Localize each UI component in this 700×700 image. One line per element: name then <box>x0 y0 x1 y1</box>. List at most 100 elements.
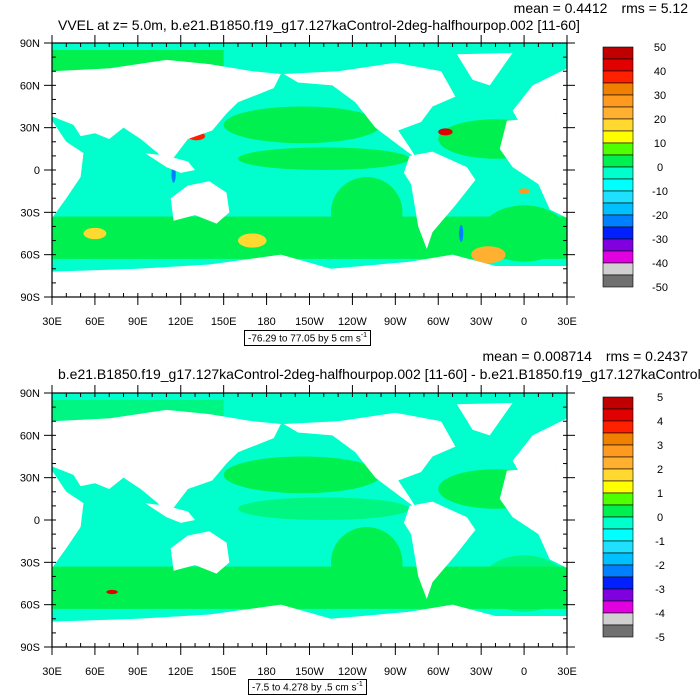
lon-label: 150E <box>211 666 237 678</box>
plot-title: VVEL at z= 5.0m, b.e21.B1850.f19_g17.127… <box>58 17 580 33</box>
colorbar-swatch <box>602 492 634 506</box>
colorbar-swatch <box>602 118 634 132</box>
unit-exponent: -1 <box>360 332 368 339</box>
colorbar-label: 5 <box>657 392 663 404</box>
colorbar-swatch <box>602 262 634 276</box>
colorbar-label: -20 <box>652 210 668 222</box>
colorbar-swatch <box>602 420 634 434</box>
velocity-hotspot <box>83 227 107 240</box>
colorbar-label: -3 <box>655 584 665 596</box>
colorbar-label: 0 <box>657 162 663 174</box>
velocity-hotspot <box>471 246 506 264</box>
lon-label: 30E <box>557 316 577 328</box>
positive-region <box>52 566 567 609</box>
colorbar-swatch <box>602 202 634 216</box>
colorbar-label: -1 <box>655 536 665 548</box>
land-africaR <box>499 116 567 218</box>
lat-label: 30N <box>20 473 40 485</box>
colorbar-swatch <box>602 214 634 228</box>
land-europe <box>512 418 567 471</box>
colorbar-swatch <box>602 82 634 96</box>
positive-region <box>481 555 567 612</box>
colorbar-swatch <box>602 516 634 530</box>
colorbar-swatch <box>602 612 634 626</box>
stats-line: mean = 0.4412 rms = 5.12 <box>514 0 688 16</box>
contour-info: -7.5 to 4.278 by .5 cm s-1 <box>248 679 367 696</box>
lat-label: 90S <box>20 292 40 304</box>
lon-label: 30E <box>42 666 62 678</box>
colorbar-label: -40 <box>652 258 668 270</box>
velocity-hotspot <box>458 225 464 242</box>
lon-label: 60E <box>85 316 105 328</box>
lon-label: 0 <box>521 666 527 678</box>
lon-label: 30E <box>557 666 577 678</box>
land-greenland <box>456 402 513 436</box>
land-samerica <box>403 151 476 250</box>
positive-region <box>330 177 403 248</box>
map-0 <box>52 43 567 297</box>
lon-label: 30E <box>42 316 62 328</box>
colorbar-label: 40 <box>654 66 666 78</box>
colorbar-label: 30 <box>654 90 666 102</box>
positive-region <box>223 456 382 494</box>
colorbar-swatch <box>602 564 634 578</box>
colorbar-swatch <box>602 154 634 168</box>
land-asia <box>52 409 281 518</box>
land-namerica <box>283 412 456 509</box>
stats-line: mean = 0.008714 rms = 0.2437 <box>483 348 688 364</box>
mean-value: mean = 0.008714 <box>482 348 592 364</box>
colorbar-swatch <box>602 552 634 566</box>
colorbar-swatch <box>602 178 634 192</box>
land-antarctica <box>52 604 567 647</box>
colorbar-label: -5 <box>655 632 665 644</box>
contour-info: -76.29 to 77.05 by 5 cm s-1 <box>244 330 372 347</box>
colorbar-label: 10 <box>654 138 666 150</box>
lon-label: 60W <box>427 316 450 328</box>
colorbar-swatch <box>602 238 634 252</box>
land-africaR <box>499 466 567 568</box>
colorbar-label: -2 <box>655 560 665 572</box>
colorbar-swatch <box>602 528 634 542</box>
land-africaL <box>52 470 84 568</box>
lat-label: 90S <box>20 642 40 654</box>
land-europe <box>512 68 567 121</box>
lon-label: 90E <box>128 666 148 678</box>
lat-label: 60S <box>20 250 40 262</box>
lon-label: 90W <box>384 316 407 328</box>
colorbar-swatch <box>602 274 634 288</box>
land-indonesia <box>144 153 196 173</box>
lat-label: 0 <box>34 515 40 527</box>
land-samerica <box>403 501 476 600</box>
colorbar-swatch <box>602 624 634 638</box>
colorbar-swatch <box>602 504 634 518</box>
lon-label: 60E <box>85 666 105 678</box>
unit-exponent: -1 <box>356 681 363 688</box>
positive-region <box>223 106 382 144</box>
lon-label: 90W <box>384 666 407 678</box>
lon-label: 180 <box>257 316 275 328</box>
lat-label: 90N <box>20 38 40 50</box>
land-greenland <box>456 52 513 86</box>
colorbar-swatch <box>602 540 634 554</box>
colorbar-swatch <box>602 408 634 422</box>
lon-label: 90E <box>128 316 148 328</box>
rms-value: rms = 0.2437 <box>605 348 688 364</box>
colorbar-swatch <box>602 58 634 72</box>
colorbar-swatch <box>602 600 634 614</box>
colorbar-swatch <box>602 396 634 410</box>
colorbar-label: 0 <box>657 512 663 524</box>
lon-label: 0 <box>521 316 527 328</box>
colorbar-swatch <box>602 250 634 264</box>
lon-label: 60W <box>427 666 450 678</box>
colorbar-label: 1 <box>657 488 663 500</box>
colorbar-label: 3 <box>657 440 663 452</box>
colorbar-swatch <box>602 106 634 120</box>
land-australia <box>170 181 230 224</box>
lon-label: 120W <box>338 666 367 678</box>
colorbar-swatch <box>602 46 634 60</box>
positive-region <box>481 205 567 262</box>
land-indonesia <box>144 503 196 523</box>
colorbar-swatch <box>602 70 634 84</box>
lon-label: 120E <box>168 666 194 678</box>
